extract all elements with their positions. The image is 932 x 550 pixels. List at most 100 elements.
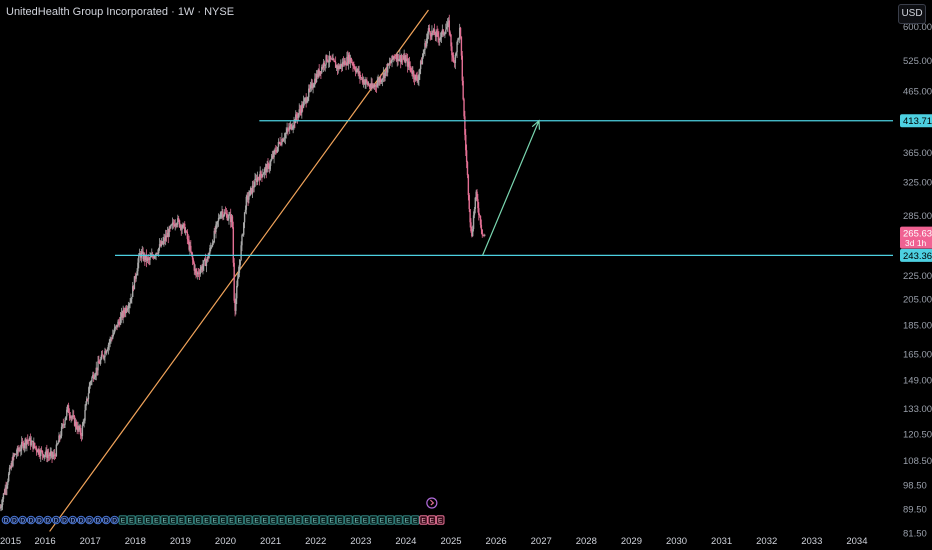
dividend-marker[interactable]: D: [18, 515, 28, 525]
earnings-marker[interactable]: E: [277, 515, 286, 525]
earnings-marker[interactable]: E: [218, 515, 228, 525]
candle-body: [70, 416, 72, 418]
time-axis[interactable]: 2015 2016 2017 2018 2019 2020 2021 2022 2023 2024…: [0, 536, 867, 547]
earnings-marker[interactable]: E: [335, 515, 345, 525]
candle: [249, 186, 252, 196]
candle-body: [482, 234, 484, 236]
candle-body: [223, 212, 226, 216]
candle: [327, 59, 329, 63]
earnings-marker[interactable]: E: [202, 515, 211, 525]
dividend-marker[interactable]: D: [1, 515, 11, 525]
alert-icon[interactable]: [426, 497, 438, 509]
earnings-marker[interactable]: E: [327, 515, 336, 525]
earnings-marker[interactable]: E: [227, 515, 236, 525]
candle-body: [172, 222, 175, 225]
dividend-marker[interactable]: D: [10, 515, 19, 525]
earnings-marker[interactable]: E: [394, 515, 403, 525]
earnings-marker[interactable]: E: [385, 515, 395, 525]
candle: [331, 54, 333, 61]
dividend-marker[interactable]: D: [51, 515, 61, 525]
earnings-marker[interactable]: E: [118, 515, 128, 525]
dividend-marker[interactable]: D: [43, 515, 53, 525]
earnings-marker[interactable]: E: [285, 515, 295, 525]
earnings-marker[interactable]: E: [210, 515, 220, 525]
earnings-marker[interactable]: E: [310, 515, 320, 525]
dividend-marker[interactable]: D: [93, 515, 103, 525]
price-axis[interactable]: 600.00 525.00 465.00 413.71 365.00 325.00 285.…: [893, 0, 932, 550]
y-tick-label: 185.00: [903, 320, 932, 331]
earnings-marker[interactable]: E: [243, 515, 253, 525]
candle-body: [477, 199, 479, 209]
earnings-marker[interactable]: E: [126, 515, 136, 525]
event-marker-label: E: [288, 518, 293, 525]
earnings-marker[interactable]: E: [260, 515, 270, 525]
candle-body: [419, 69, 421, 75]
earnings-marker[interactable]: E: [160, 515, 169, 525]
candle: [40, 446, 43, 453]
candle-body: [92, 374, 94, 378]
earnings-marker[interactable]: E: [377, 515, 387, 525]
candle-body: [225, 213, 228, 214]
earnings-marker[interactable]: E: [168, 515, 178, 525]
earnings-marker[interactable]: E: [252, 515, 261, 525]
earnings-marker[interactable]: E: [344, 515, 353, 525]
candle: [85, 401, 87, 411]
earnings-marker[interactable]: E: [235, 515, 245, 525]
candle-body: [412, 71, 414, 74]
earnings-marker[interactable]: E: [185, 515, 194, 525]
candle-body: [236, 278, 239, 286]
earnings-alert-marker[interactable]: E: [427, 515, 437, 525]
candle-body: [461, 55, 463, 81]
candle-body: [118, 321, 121, 325]
dividend-marker[interactable]: D: [76, 515, 86, 525]
earnings-marker[interactable]: E: [177, 515, 186, 525]
candle: [277, 138, 280, 152]
earnings-marker[interactable]: E: [193, 515, 203, 525]
candle-body: [401, 58, 404, 60]
event-marker-label: E: [355, 518, 360, 525]
earnings-marker[interactable]: E: [352, 515, 361, 525]
candle: [393, 56, 395, 63]
candle-body: [93, 377, 96, 379]
earnings-marker[interactable]: E: [369, 515, 378, 525]
candle: [484, 234, 486, 237]
candle: [99, 356, 102, 366]
projection-arrow[interactable]: [482, 119, 541, 256]
y-tick-label: 365.00: [903, 148, 932, 159]
candle: [66, 404, 69, 413]
earnings-marker[interactable]: E: [135, 515, 144, 525]
earnings-marker[interactable]: E: [302, 515, 311, 525]
candle-body: [367, 82, 369, 86]
dividend-marker[interactable]: D: [35, 515, 44, 525]
candle: [333, 57, 335, 63]
horizontal-levels[interactable]: [115, 120, 893, 257]
earnings-marker[interactable]: E: [143, 515, 153, 525]
earnings-marker[interactable]: E: [268, 515, 278, 525]
candle-body: [382, 73, 385, 79]
dividend-marker[interactable]: D: [68, 515, 78, 525]
earnings-alert-marker[interactable]: E: [435, 515, 445, 525]
earnings-marker[interactable]: E: [319, 515, 328, 525]
dividend-marker[interactable]: D: [85, 515, 94, 525]
candle: [400, 54, 402, 69]
candle: [51, 451, 53, 463]
earnings-marker[interactable]: E: [293, 515, 303, 525]
dividend-marker[interactable]: D: [60, 515, 69, 525]
earnings-marker[interactable]: E: [410, 515, 420, 525]
candle-body: [40, 450, 42, 457]
earnings-marker[interactable]: E: [402, 515, 412, 525]
dividend-marker[interactable]: D: [26, 515, 36, 525]
candle-body: [396, 54, 398, 61]
candle: [72, 409, 74, 420]
dividend-marker[interactable]: D: [110, 515, 119, 525]
earnings-marker[interactable]: E: [360, 515, 370, 525]
earnings-marker[interactable]: E: [152, 515, 161, 525]
dividend-marker[interactable]: D: [101, 515, 111, 525]
currency-button[interactable]: USD: [898, 4, 926, 24]
earnings-alert-marker[interactable]: E: [419, 515, 428, 525]
candle-body: [386, 67, 388, 73]
candle-body: [387, 63, 390, 65]
candle: [450, 34, 452, 51]
